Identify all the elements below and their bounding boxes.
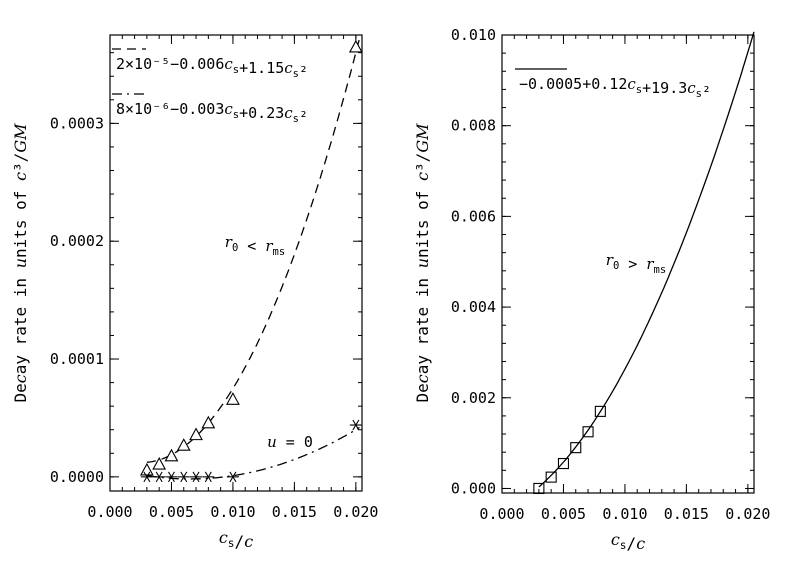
- annotation-label: r0 < rms: [225, 233, 285, 258]
- x-tick-label: 0.005: [541, 505, 586, 523]
- legend-label: −0.0005+0.12cs+19.3cs²: [519, 75, 711, 101]
- y-tick-label: 0.002: [451, 389, 496, 407]
- y-tick-label: 0.0003: [50, 114, 104, 132]
- y-tick-label: 0.006: [451, 207, 496, 225]
- y-axis-label: Decay rate in units of c³/GM: [413, 123, 432, 403]
- asterisk-stroke: [352, 419, 360, 431]
- legend-label: 2×10⁻⁵−0.006cs+1.15cs²: [116, 55, 308, 81]
- x-tick-label: 0.015: [664, 505, 709, 523]
- square-marker: [594, 405, 606, 417]
- fit-curve-dash-dot: [146, 426, 360, 480]
- y-tick-label: 0.000: [451, 479, 496, 497]
- triangle-marker: [189, 427, 203, 441]
- x-tick-label: 0.020: [725, 505, 770, 523]
- x-tick-label: 0.010: [210, 503, 255, 521]
- triangle-marker: [348, 39, 363, 53]
- plot-frame: [109, 34, 363, 492]
- y-tick-label: 0.0000: [50, 468, 104, 486]
- x-tick-label: 0.005: [149, 503, 194, 521]
- triangle-marker: [152, 456, 167, 470]
- x-tick-label: 0.020: [333, 503, 378, 521]
- triangle-marker: [139, 462, 154, 476]
- asterisk-stroke: [204, 471, 212, 483]
- x-tick-label: 0.015: [272, 503, 317, 521]
- x-axis-label: cs/c: [611, 530, 645, 553]
- y-tick-label: 0.008: [451, 117, 496, 135]
- y-tick-label: 0.0002: [50, 232, 104, 250]
- y-tick-label: 0.0001: [50, 350, 104, 368]
- square-marker: [570, 442, 582, 454]
- square-marker: [533, 482, 545, 495]
- y-axis-label: Decay rate in units of c³/GM: [11, 123, 30, 403]
- asterisk-marker: [165, 471, 178, 483]
- triangle-marker: [201, 415, 216, 429]
- asterisk-marker: [177, 471, 190, 483]
- square-marker: [545, 471, 557, 483]
- asterisk-stroke: [155, 471, 163, 483]
- annotation-label: u = 0: [267, 433, 313, 451]
- x-tick-label: 0.010: [602, 505, 647, 523]
- asterisk-stroke: [192, 471, 200, 483]
- y-tick-label: 0.010: [451, 26, 496, 44]
- asterisk-stroke: [229, 471, 237, 483]
- square-marker: [557, 457, 570, 470]
- triangle-marker: [176, 438, 191, 451]
- annotation-label: r0 > rms: [606, 251, 666, 276]
- legend-label: 8×10⁻⁶−0.003cs+0.23cs²: [116, 100, 308, 126]
- x-tick-label: 0.000: [479, 505, 524, 523]
- triangle-marker: [226, 392, 240, 405]
- asterisk-stroke: [180, 471, 188, 483]
- triangle-marker: [164, 448, 179, 462]
- asterisk-marker: [202, 471, 215, 483]
- asterisk-marker: [190, 471, 203, 483]
- y-tick-label: 0.004: [451, 298, 496, 316]
- x-tick-label: 0.000: [87, 503, 132, 521]
- asterisk-stroke: [167, 471, 175, 483]
- asterisk-marker: [153, 471, 166, 483]
- asterisk-marker: [140, 471, 153, 483]
- asterisk-stroke: [143, 471, 151, 483]
- left-panel: 0.000 0.005 0.010 0.015 0.020 0.0000 0.0001 0.0…: [11, 34, 378, 551]
- fit-curve-solid: [538, 31, 755, 488]
- square-marker: [582, 426, 594, 438]
- plot-frame: [501, 34, 755, 494]
- asterisk-marker: [226, 471, 239, 483]
- right-panel: 0.000 0.005 0.010 0.015 0.020 0.000 0.002 0.004…: [413, 26, 770, 553]
- asterisk-marker: [349, 419, 362, 431]
- x-axis-label: cs/c: [219, 528, 253, 551]
